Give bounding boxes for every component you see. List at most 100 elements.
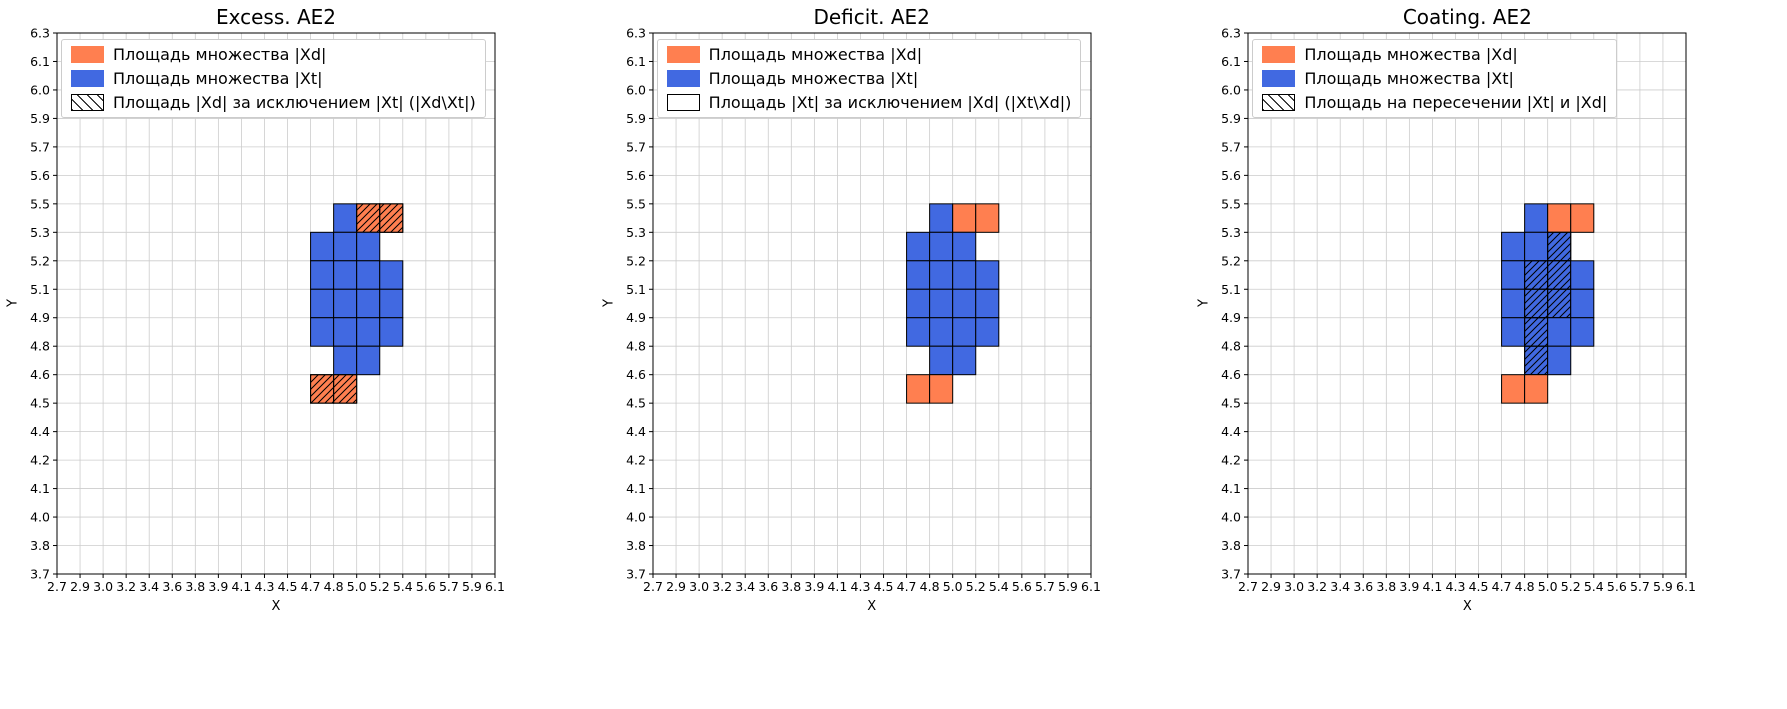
svg-text:5.4: 5.4 [1584, 579, 1604, 594]
svg-text:5.5: 5.5 [1221, 196, 1241, 211]
legend-label: Площадь |Xt| за исключением |Xd| (|Xt\Xd… [708, 93, 1072, 112]
svg-text:5.6: 5.6 [1607, 579, 1627, 594]
svg-text:4.5: 4.5 [873, 579, 893, 594]
legend-label: Площадь множества |Xt| [113, 69, 323, 88]
legend-swatch-xt [1262, 70, 1296, 87]
svg-text:5.7: 5.7 [626, 139, 646, 154]
svg-text:6.1: 6.1 [30, 54, 50, 69]
svg-text:4.5: 4.5 [278, 579, 298, 594]
svg-text:4.1: 4.1 [30, 481, 50, 496]
legend-swatch-xd [71, 46, 104, 63]
svg-text:5.5: 5.5 [626, 196, 646, 211]
svg-text:4.9: 4.9 [626, 310, 646, 325]
svg-text:4.8: 4.8 [324, 579, 344, 594]
subplot-deficit: Deficit. AE2 2.7 2.9 3.0 3.2 3.4 3.6 3.8 3.9 4.1… [596, 0, 1192, 709]
svg-text:5.7: 5.7 [1630, 579, 1650, 594]
svg-text:5.0: 5.0 [1538, 579, 1558, 594]
legend-swatch-xt [666, 70, 700, 87]
svg-text:4.2: 4.2 [1221, 453, 1241, 468]
legend-swatch-xt [71, 70, 104, 87]
svg-text:5.0: 5.0 [942, 579, 962, 594]
svg-text:5.2: 5.2 [1221, 253, 1241, 268]
svg-text:4.1: 4.1 [1423, 579, 1443, 594]
svg-text:5.9: 5.9 [1058, 579, 1078, 594]
svg-text:3.7: 3.7 [1221, 567, 1241, 582]
plot-canvas-excess: 2.7 2.9 3.0 3.2 3.4 3.6 3.8 3.9 4.1 4.3 4.5 4.7 4.8 5… [30, 26, 505, 595]
legend: Площадь множества |Xd| Площадь множества… [656, 39, 1082, 118]
subplot-coating: Coating. AE2 2.7 2.9 3.0 3.2 3.4 3.6 3.8 3.9 4.1… [1191, 0, 1787, 709]
svg-text:3.8: 3.8 [185, 579, 205, 594]
svg-text:3.6: 3.6 [162, 579, 182, 594]
svg-text:5.6: 5.6 [30, 168, 50, 183]
svg-text:3.8: 3.8 [30, 538, 50, 553]
legend-item: Площадь множества |Xd| [666, 45, 1072, 64]
svg-text:5.9: 5.9 [1221, 111, 1241, 126]
plot-canvas-coating: 2.7 2.9 3.0 3.2 3.4 3.6 3.8 3.9 4.1 4.3 4.5 4.7 4.8 5… [1221, 26, 1696, 595]
svg-text:4.4: 4.4 [626, 424, 646, 439]
legend-item: Площадь множества |Xt| [666, 69, 1072, 88]
legend-item: Площадь множества |Xt| [71, 69, 476, 88]
svg-text:6.1: 6.1 [1676, 579, 1696, 594]
svg-text:6.0: 6.0 [30, 82, 50, 97]
svg-text:3.4: 3.4 [735, 579, 755, 594]
svg-text:5.3: 5.3 [1221, 225, 1241, 240]
svg-text:4.6: 4.6 [626, 367, 646, 382]
svg-text:3.9: 3.9 [208, 579, 228, 594]
plot-title: Deficit. AE2 [813, 5, 930, 29]
legend-label: Площадь множества |Xd| [113, 45, 327, 64]
svg-text:4.5: 4.5 [1221, 396, 1241, 411]
svg-text:4.3: 4.3 [255, 579, 275, 594]
svg-text:5.2: 5.2 [626, 253, 646, 268]
svg-text:6.1: 6.1 [1081, 579, 1101, 594]
svg-text:6.3: 6.3 [626, 26, 646, 41]
svg-text:5.2: 5.2 [1561, 579, 1581, 594]
svg-text:4.0: 4.0 [1221, 510, 1241, 525]
svg-text:5.1: 5.1 [626, 282, 646, 297]
svg-text:3.0: 3.0 [689, 579, 709, 594]
legend-label: Площадь множества |Xd| [1304, 45, 1518, 64]
svg-text:4.2: 4.2 [626, 453, 646, 468]
svg-text:5.0: 5.0 [347, 579, 367, 594]
svg-text:6.1: 6.1 [1221, 54, 1241, 69]
svg-text:5.2: 5.2 [30, 253, 50, 268]
svg-text:4.9: 4.9 [1221, 310, 1241, 325]
svg-text:2.7: 2.7 [1238, 579, 1258, 594]
svg-text:4.5: 4.5 [30, 396, 50, 411]
svg-text:4.1: 4.1 [626, 481, 646, 496]
svg-text:3.7: 3.7 [30, 567, 50, 582]
svg-text:3.2: 3.2 [1308, 579, 1328, 594]
svg-text:3.4: 3.4 [1331, 579, 1351, 594]
svg-text:2.9: 2.9 [70, 579, 90, 594]
y-axis-label: Y [5, 299, 21, 307]
svg-text:3.8: 3.8 [781, 579, 801, 594]
svg-text:5.6: 5.6 [416, 579, 436, 594]
svg-text:5.2: 5.2 [965, 579, 985, 594]
svg-text:5.6: 5.6 [626, 168, 646, 183]
svg-text:5.1: 5.1 [1221, 282, 1241, 297]
x-axis-label: X [1462, 599, 1472, 614]
legend-label: Площадь |Xd| за исключением |Xt| (|Xd\Xt… [113, 93, 476, 112]
svg-text:3.7: 3.7 [626, 567, 646, 582]
svg-text:6.1: 6.1 [626, 54, 646, 69]
legend-label: Площадь на пересечении |Xt| и |Xd| [1304, 93, 1608, 112]
svg-text:5.6: 5.6 [1012, 579, 1032, 594]
svg-text:5.3: 5.3 [30, 225, 50, 240]
svg-text:4.7: 4.7 [896, 579, 916, 594]
legend-item: Площадь |Xt| за исключением |Xd| (|Xt\Xd… [666, 93, 1072, 112]
legend: Площадь множества |Xd| Площадь множества… [61, 39, 486, 118]
y-axis-label: Y [601, 299, 617, 307]
svg-text:4.8: 4.8 [1515, 579, 1535, 594]
svg-text:3.8: 3.8 [626, 538, 646, 553]
svg-text:4.1: 4.1 [827, 579, 847, 594]
svg-text:2.9: 2.9 [666, 579, 686, 594]
legend-swatch-hatch [71, 94, 104, 111]
svg-text:2.9: 2.9 [1261, 579, 1281, 594]
svg-text:3.9: 3.9 [804, 579, 824, 594]
legend-label: Площадь множества |Xd| [708, 45, 923, 64]
svg-text:5.9: 5.9 [626, 111, 646, 126]
svg-text:4.1: 4.1 [1221, 481, 1241, 496]
svg-text:4.8: 4.8 [1221, 339, 1241, 354]
plot-title: Coating. AE2 [1402, 5, 1532, 29]
svg-text:3.2: 3.2 [712, 579, 732, 594]
